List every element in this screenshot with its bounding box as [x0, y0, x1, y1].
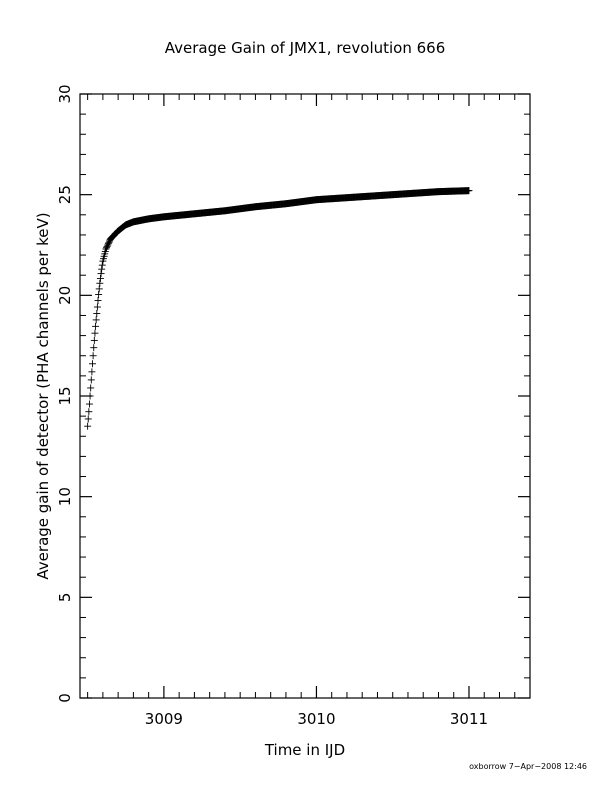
x-tick-label: 3011 — [450, 710, 488, 728]
x-tick-label: 3009 — [145, 710, 183, 728]
y-axis-label: Average gain of detector (PHA channels p… — [34, 212, 52, 579]
data-point — [90, 336, 98, 344]
chart-title: Average Gain of JMX1, revolution 666 — [165, 39, 446, 57]
data-point — [465, 187, 473, 195]
data-point — [93, 303, 101, 311]
y-tick-label: 30 — [56, 84, 74, 103]
data-point — [87, 376, 95, 384]
data-point — [84, 415, 92, 423]
data-point — [98, 261, 106, 269]
plot-frame — [79, 93, 531, 699]
minor-ticks — [80, 94, 530, 698]
data-point — [93, 309, 101, 317]
footer-credit: oxborrow 7−Apr−2008 12:46 — [469, 762, 587, 771]
x-axis-label: Time in IJD — [264, 741, 345, 759]
data-point — [95, 285, 103, 293]
data-point — [96, 274, 104, 282]
data-points — [84, 187, 473, 430]
y-tick-label: 5 — [56, 593, 74, 603]
data-point — [91, 329, 99, 337]
data-point — [85, 400, 93, 408]
data-point — [95, 291, 103, 299]
data-point — [88, 368, 96, 376]
data-point — [94, 297, 102, 305]
major-ticks — [80, 93, 530, 699]
data-point — [89, 352, 97, 360]
data-point — [87, 384, 95, 392]
data-point — [89, 360, 97, 368]
y-tick-label: 0 — [56, 693, 74, 703]
data-point — [90, 344, 98, 352]
data-point — [92, 322, 100, 330]
data-point — [84, 422, 92, 430]
y-tick-label: 25 — [56, 185, 74, 204]
data-point — [92, 316, 100, 324]
data-point — [97, 270, 105, 278]
x-tick-label: 3010 — [297, 710, 335, 728]
data-point — [86, 392, 94, 400]
data-point — [96, 279, 104, 287]
y-tick-label: 15 — [56, 386, 74, 405]
tick-labels: 0 5 10 15 20 25 30 3009 3010 3011 — [56, 84, 488, 728]
data-point — [85, 408, 93, 416]
y-tick-label: 10 — [56, 487, 74, 506]
y-tick-label: 20 — [56, 286, 74, 305]
data-point — [98, 265, 106, 273]
